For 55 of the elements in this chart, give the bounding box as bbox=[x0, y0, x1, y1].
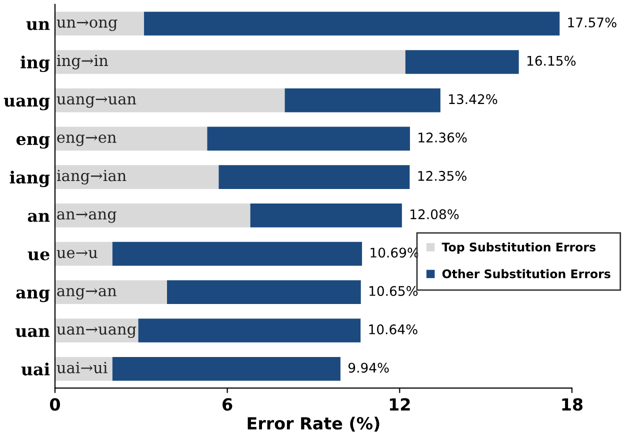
y-tick-label: iang bbox=[10, 170, 50, 188]
bar bbox=[54, 126, 208, 151]
data-label: uang→uan bbox=[56, 96, 136, 108]
bar bbox=[54, 50, 406, 74]
bar bbox=[405, 50, 519, 74]
total-label: 9.94% bbox=[348, 362, 389, 373]
total-label: 12.35% bbox=[418, 170, 466, 181]
bar bbox=[207, 126, 410, 151]
data-label: uan→uang bbox=[56, 326, 136, 338]
y-tick-label: un bbox=[26, 21, 50, 30]
bar bbox=[112, 242, 362, 266]
total-label: 10.65% bbox=[369, 286, 418, 296]
total-label: 12.08% bbox=[410, 209, 459, 220]
x-tick-label: 18 bbox=[562, 398, 583, 411]
x-axis-title: Error Rate (%) bbox=[248, 416, 380, 432]
total-label: 10.64% bbox=[369, 324, 418, 334]
bar bbox=[144, 12, 560, 36]
data-label: iang→ian bbox=[56, 170, 126, 184]
legend-label: Other Substitution Errors bbox=[442, 269, 610, 278]
bar bbox=[138, 318, 361, 342]
bar bbox=[54, 242, 112, 266]
bar bbox=[284, 88, 440, 112]
total-label: 12.36% bbox=[418, 132, 467, 143]
bar bbox=[250, 204, 402, 228]
bar bbox=[54, 357, 112, 381]
y-tick-label: uai bbox=[21, 362, 50, 376]
bar bbox=[54, 280, 167, 304]
bar bbox=[54, 165, 219, 189]
bar bbox=[218, 165, 410, 189]
total-label: 17.57% bbox=[568, 17, 616, 28]
data-label: ue→u bbox=[56, 250, 98, 258]
bar bbox=[112, 357, 340, 381]
total-label: 16.15% bbox=[527, 56, 576, 66]
data-label: ang→an bbox=[57, 288, 116, 300]
bar bbox=[54, 204, 250, 228]
x-tick-label: 0 bbox=[50, 398, 60, 411]
data-label: eng→en bbox=[57, 134, 116, 146]
bar bbox=[166, 280, 361, 304]
bar bbox=[54, 12, 144, 36]
data-label: an→ang bbox=[57, 211, 116, 223]
y-tick-label: ing bbox=[20, 56, 50, 72]
x-tick-label: 6 bbox=[222, 398, 232, 411]
y-tick-label: ang bbox=[16, 289, 50, 302]
y-tick-label: uang bbox=[4, 98, 50, 110]
bar bbox=[54, 88, 285, 112]
x-tick-label: 12 bbox=[390, 398, 410, 410]
legend-label: Top Substitution Errors bbox=[442, 242, 596, 254]
data-label: ing→in bbox=[56, 54, 108, 70]
total-label: 13.42% bbox=[449, 94, 498, 104]
y-tick-label: an bbox=[28, 212, 50, 222]
data-label: un→ong bbox=[56, 19, 118, 31]
y-tick-label: ue bbox=[28, 251, 50, 260]
y-tick-label: uan bbox=[15, 328, 50, 338]
y-tick-label: eng bbox=[16, 136, 50, 149]
data-label: uai→ui bbox=[56, 362, 108, 374]
